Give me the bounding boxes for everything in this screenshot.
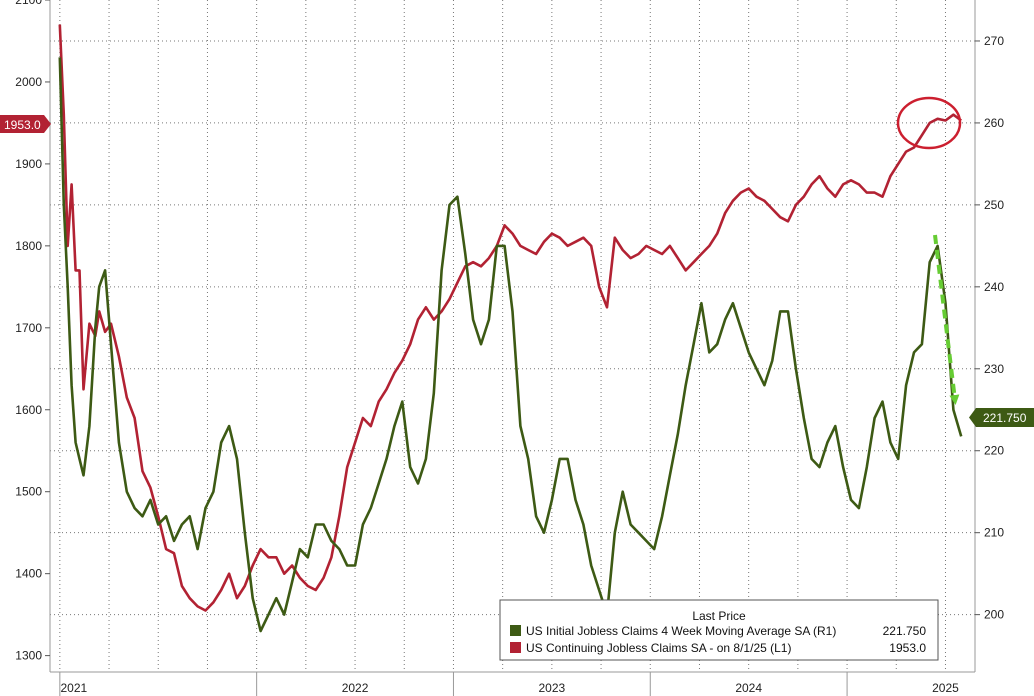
- legend-value-initial: 221.750: [883, 624, 927, 638]
- legend-box: [499, 599, 939, 661]
- left-tick-label: 1600: [15, 403, 42, 417]
- left-tick-label: 1700: [15, 321, 42, 335]
- right-tick-label: 250: [984, 198, 1004, 212]
- x-tick-label: 2025: [932, 681, 959, 695]
- legend: Last Price US Initial Jobless Claims 4 W…: [499, 599, 939, 661]
- legend-value-continuing: 1953.0: [889, 641, 926, 655]
- right-tick-label: 220: [984, 444, 1004, 458]
- left-last-value: 1953.0: [4, 118, 41, 132]
- right-tick-label: 200: [984, 608, 1004, 622]
- x-tick-label: 2022: [342, 681, 369, 695]
- left-last-value-tag: [0, 115, 51, 133]
- right-tick-label: 230: [984, 362, 1004, 376]
- right-axis: 200 210 220 230 240 250 260 270: [974, 0, 1004, 672]
- right-last-value: 221.750: [983, 411, 1027, 425]
- x-axis: 2021 2022 2023 2024 2025: [50, 671, 975, 696]
- right-tick-label: 270: [984, 34, 1004, 48]
- x-tick-label: 2024: [735, 681, 762, 695]
- x-tick-label: 2023: [539, 681, 566, 695]
- grid-lines: [50, 0, 975, 672]
- legend-title: Last Price: [692, 609, 746, 623]
- left-tick-label: 1400: [15, 567, 42, 581]
- left-tick-label: 2100: [15, 0, 42, 7]
- legend-label-continuing: US Continuing Jobless Claims SA - on 8/1…: [526, 641, 791, 655]
- continuing-claims-line: [58, 24, 962, 612]
- left-tick-label: 2000: [15, 75, 42, 89]
- x-tick-label: 2021: [60, 681, 87, 695]
- right-last-value-tag: [969, 408, 1034, 427]
- left-tick-label: 1900: [15, 157, 42, 171]
- down-arrow: [933, 234, 960, 405]
- left-axis: 1300 1400 1500 1600 1700 1800 1900 2000 2100: [15, 0, 51, 672]
- legend-label-initial: US Initial Jobless Claims 4 Week Moving …: [526, 624, 836, 638]
- right-tick-label: 260: [984, 116, 1004, 130]
- left-tick-label: 1500: [15, 485, 42, 499]
- right-tick-label: 240: [984, 280, 1004, 294]
- left-tick-label: 1800: [15, 239, 42, 253]
- left-tick-label: 1300: [15, 649, 42, 663]
- initial-claims-line: [58, 57, 963, 633]
- series-lines: [58, 24, 963, 633]
- highlight-circle: [896, 96, 962, 150]
- legend-swatch-continuing: [510, 642, 521, 653]
- legend-swatch-initial: [510, 625, 521, 636]
- last-value-labels: 1953.0 221.750: [0, 115, 1034, 427]
- annotations: [896, 96, 962, 405]
- right-tick-label: 210: [984, 526, 1004, 540]
